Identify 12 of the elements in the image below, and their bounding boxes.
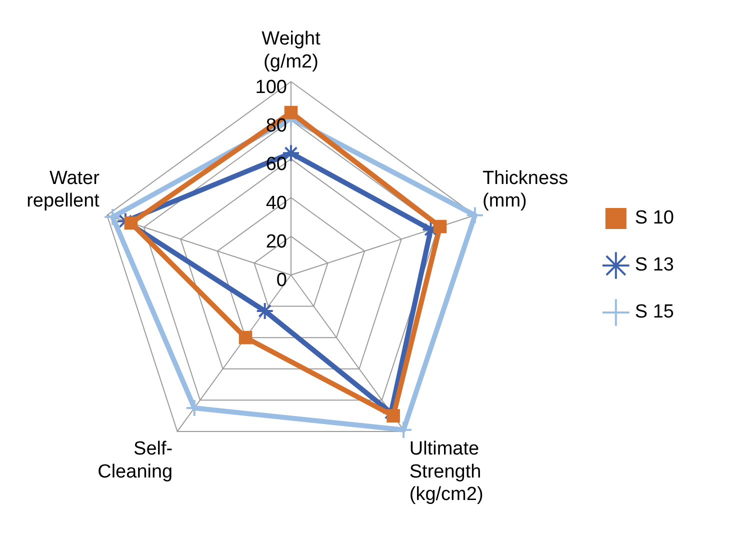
spoke-label: Weight (g/m2) xyxy=(262,28,322,72)
spoke-label: Ultimate Strength (kg/cm2) xyxy=(409,438,484,506)
spoke-label: Self-Cleaning xyxy=(98,438,173,482)
spoke-label: Water repellent xyxy=(26,168,100,212)
legend-label: S 13 xyxy=(634,254,674,276)
legend-label: S 15 xyxy=(634,302,674,323)
y-tick-label: 0 xyxy=(276,270,287,292)
y-tick-label: 40 xyxy=(266,192,287,214)
spoke-label: Thickness (mm) xyxy=(482,168,568,212)
legend-label: S 10 xyxy=(634,208,674,229)
y-tick-label: 100 xyxy=(255,76,287,98)
y-tick-label: 20 xyxy=(266,232,287,253)
